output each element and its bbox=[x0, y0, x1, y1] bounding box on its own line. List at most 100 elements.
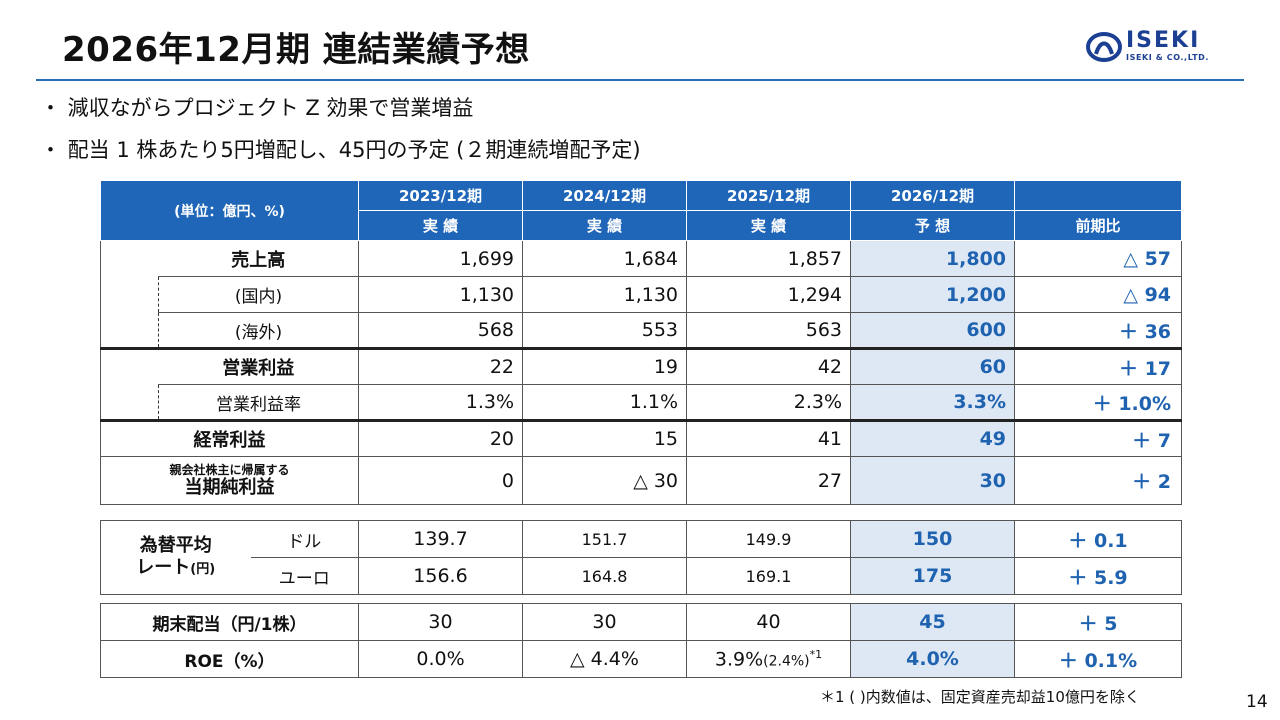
row-label: ROE（%） bbox=[100, 640, 359, 678]
fx-label-unit: (円) bbox=[190, 561, 216, 577]
table-row: 為替平均 レート(円) ドル 139.7 151.7 149.9 150 ＋ 0… bbox=[100, 520, 1182, 595]
iseki-logo-icon bbox=[1086, 32, 1122, 62]
bullet-list: ・ 減収ながらプロジェクト Z 効果で営業増益 ・ 配当 1 株あたり5円増配し… bbox=[40, 92, 641, 176]
currency-label: ユーロ bbox=[250, 557, 359, 595]
value-cell: △ 30 bbox=[522, 456, 687, 505]
table-row: (海外) 568 553 563 600 ＋ 36 bbox=[100, 312, 1183, 349]
change-cell: ＋ 36 bbox=[1014, 312, 1183, 349]
row-label: (国内) bbox=[157, 276, 359, 313]
logo-name: ISEKI bbox=[1126, 28, 1201, 53]
kind-header: 実 績 bbox=[358, 210, 524, 241]
value-cell: 1,699 bbox=[358, 240, 523, 277]
value-cell: 156.6 bbox=[358, 557, 523, 595]
value-cell: 41 bbox=[686, 419, 851, 457]
forecast-cell: 49 bbox=[850, 419, 1015, 457]
row-label: (海外) bbox=[157, 312, 359, 349]
year-header: 2023/12期 bbox=[358, 180, 524, 211]
change-cell: ＋ 0.1% bbox=[1014, 640, 1182, 678]
change-cell: △ 57 bbox=[1014, 240, 1183, 277]
change-cell: ＋ 2 bbox=[1014, 456, 1183, 505]
forecast-cell: 600 bbox=[850, 312, 1015, 349]
currency-label: ドル bbox=[250, 520, 359, 558]
value-cell: 42 bbox=[686, 347, 851, 385]
change-header: 前期比 bbox=[1014, 210, 1183, 241]
table-row: 経常利益 20 15 41 49 ＋ 7 bbox=[99, 419, 1183, 457]
kind-header: 予 想 bbox=[850, 210, 1016, 241]
value-cell: 20 bbox=[358, 419, 523, 457]
forecast-cell: 4.0% bbox=[850, 640, 1015, 678]
logo-subtitle: ISEKI & CO.,LTD. bbox=[1126, 53, 1210, 62]
value-cell: 139.7 bbox=[358, 520, 523, 558]
unit-header: (単位：億円、%) bbox=[99, 180, 360, 241]
value-cell: 0.0% bbox=[358, 640, 523, 678]
table-row: (国内) 1,130 1,130 1,294 1,200 △ 94 bbox=[100, 276, 1183, 313]
table-row: 売上高 1,699 1,684 1,857 1,800 △ 57 bbox=[100, 240, 1183, 277]
value-cell: 30 bbox=[358, 603, 523, 641]
change-cell: ＋ 17 bbox=[1014, 347, 1183, 385]
change-cell: ＋ 5.9 bbox=[1014, 557, 1182, 595]
forecast-cell: 60 bbox=[850, 347, 1015, 385]
value-cell: △ 4.4% bbox=[522, 640, 687, 678]
change-cell: ＋ 0.1 bbox=[1014, 520, 1182, 558]
forecast-cell: 1,200 bbox=[850, 276, 1015, 313]
table-row: 期末配当（円/1株） 30 30 40 45 ＋ 5 bbox=[100, 603, 1182, 641]
blank-header bbox=[1014, 180, 1183, 211]
value-cell: 27 bbox=[686, 456, 851, 505]
dividend-roe-table: 期末配当（円/1株） 30 30 40 45 ＋ 5 ROE（%） 0.0% △… bbox=[100, 603, 1182, 678]
value-cell: 553 bbox=[522, 312, 687, 349]
row-label: 営業利益 bbox=[158, 347, 359, 385]
row-label: 期末配当（円/1株） bbox=[100, 603, 359, 641]
footnote: ＊1 ( )内数値は、固定資産売却益10億円を除く bbox=[820, 688, 1140, 706]
value-cell: 19 bbox=[522, 347, 687, 385]
table-row: 営業利益 22 19 42 60 ＋ 17 bbox=[100, 347, 1183, 385]
value-text: 3.9% bbox=[714, 648, 764, 671]
fx-rate-table: 為替平均 レート(円) ドル 139.7 151.7 149.9 150 ＋ 0… bbox=[100, 520, 1182, 595]
table-row: ユーロ 156.6 164.8 169.1 175 ＋ 5.9 bbox=[101, 557, 1182, 595]
value-cell: 0 bbox=[358, 456, 523, 505]
forecast-cell: 45 bbox=[850, 603, 1015, 641]
value-cell: 1,684 bbox=[522, 240, 687, 277]
row-label: 売上高 bbox=[231, 249, 286, 271]
forecast-cell: 30 bbox=[850, 456, 1015, 505]
value-cell: 149.9 bbox=[686, 520, 851, 558]
value-cell: 1,294 bbox=[686, 276, 851, 313]
forecast-cell: 150 bbox=[850, 520, 1015, 558]
table-row: ROE（%） 0.0% △ 4.4% 3.9%(2.4%)*1 4.0% ＋ 0… bbox=[100, 640, 1182, 678]
row-label-small: 親会社株主に帰属する bbox=[169, 462, 290, 477]
forecast-cell: 1,800 bbox=[850, 240, 1015, 277]
year-header: 2026/12期 bbox=[850, 180, 1016, 211]
value-cell: 164.8 bbox=[522, 557, 687, 595]
value-cell: 2.3% bbox=[686, 384, 851, 421]
value-cell: 40 bbox=[686, 603, 851, 641]
page-number: 14 bbox=[1246, 692, 1268, 712]
earnings-forecast-table: (単位：億円、%) 2023/12期 2024/12期 2025/12期 202… bbox=[99, 180, 1183, 505]
year-header: 2025/12期 bbox=[686, 180, 852, 211]
fx-label-line2: レート(円) bbox=[109, 557, 243, 581]
title-divider bbox=[36, 79, 1244, 81]
net-income-label: 親会社株主に帰属する 当期純利益 bbox=[99, 456, 359, 505]
value-cell: 1,130 bbox=[358, 276, 523, 313]
bullet-item: ・ 配当 1 株あたり5円増配し、45円の予定 (２期連続増配予定) bbox=[40, 138, 641, 162]
fx-label-text: レート bbox=[136, 556, 191, 578]
value-cell: 568 bbox=[358, 312, 523, 349]
year-header: 2024/12期 bbox=[522, 180, 688, 211]
value-paren: (2.4%) bbox=[763, 653, 810, 670]
bullet-item: ・ 減収ながらプロジェクト Z 効果で営業増益 bbox=[40, 96, 474, 120]
value-cell: 1,857 bbox=[686, 240, 851, 277]
value-cell-with-note: 3.9%(2.4%)*1 bbox=[686, 640, 851, 678]
row-label: 経常利益 bbox=[99, 419, 359, 457]
change-cell: △ 94 bbox=[1014, 276, 1183, 313]
change-cell: ＋ 7 bbox=[1014, 419, 1183, 457]
fx-label: 為替平均 レート(円) bbox=[100, 520, 251, 595]
change-cell: ＋ 5 bbox=[1014, 603, 1182, 641]
value-cell: 30 bbox=[522, 603, 687, 641]
value-cell: 1.3% bbox=[358, 384, 523, 421]
footnote-marker: *1 bbox=[809, 647, 823, 661]
forecast-cell: 3.3% bbox=[850, 384, 1015, 421]
table-row: 営業利益率 1.3% 1.1% 2.3% 3.3% ＋ 1.0% bbox=[100, 384, 1183, 421]
value-cell: 15 bbox=[522, 419, 687, 457]
value-cell: 151.7 bbox=[522, 520, 687, 558]
value-cell: 1.1% bbox=[522, 384, 687, 421]
value-cell: 169.1 bbox=[686, 557, 851, 595]
row-label: 当期純利益 bbox=[184, 476, 275, 498]
